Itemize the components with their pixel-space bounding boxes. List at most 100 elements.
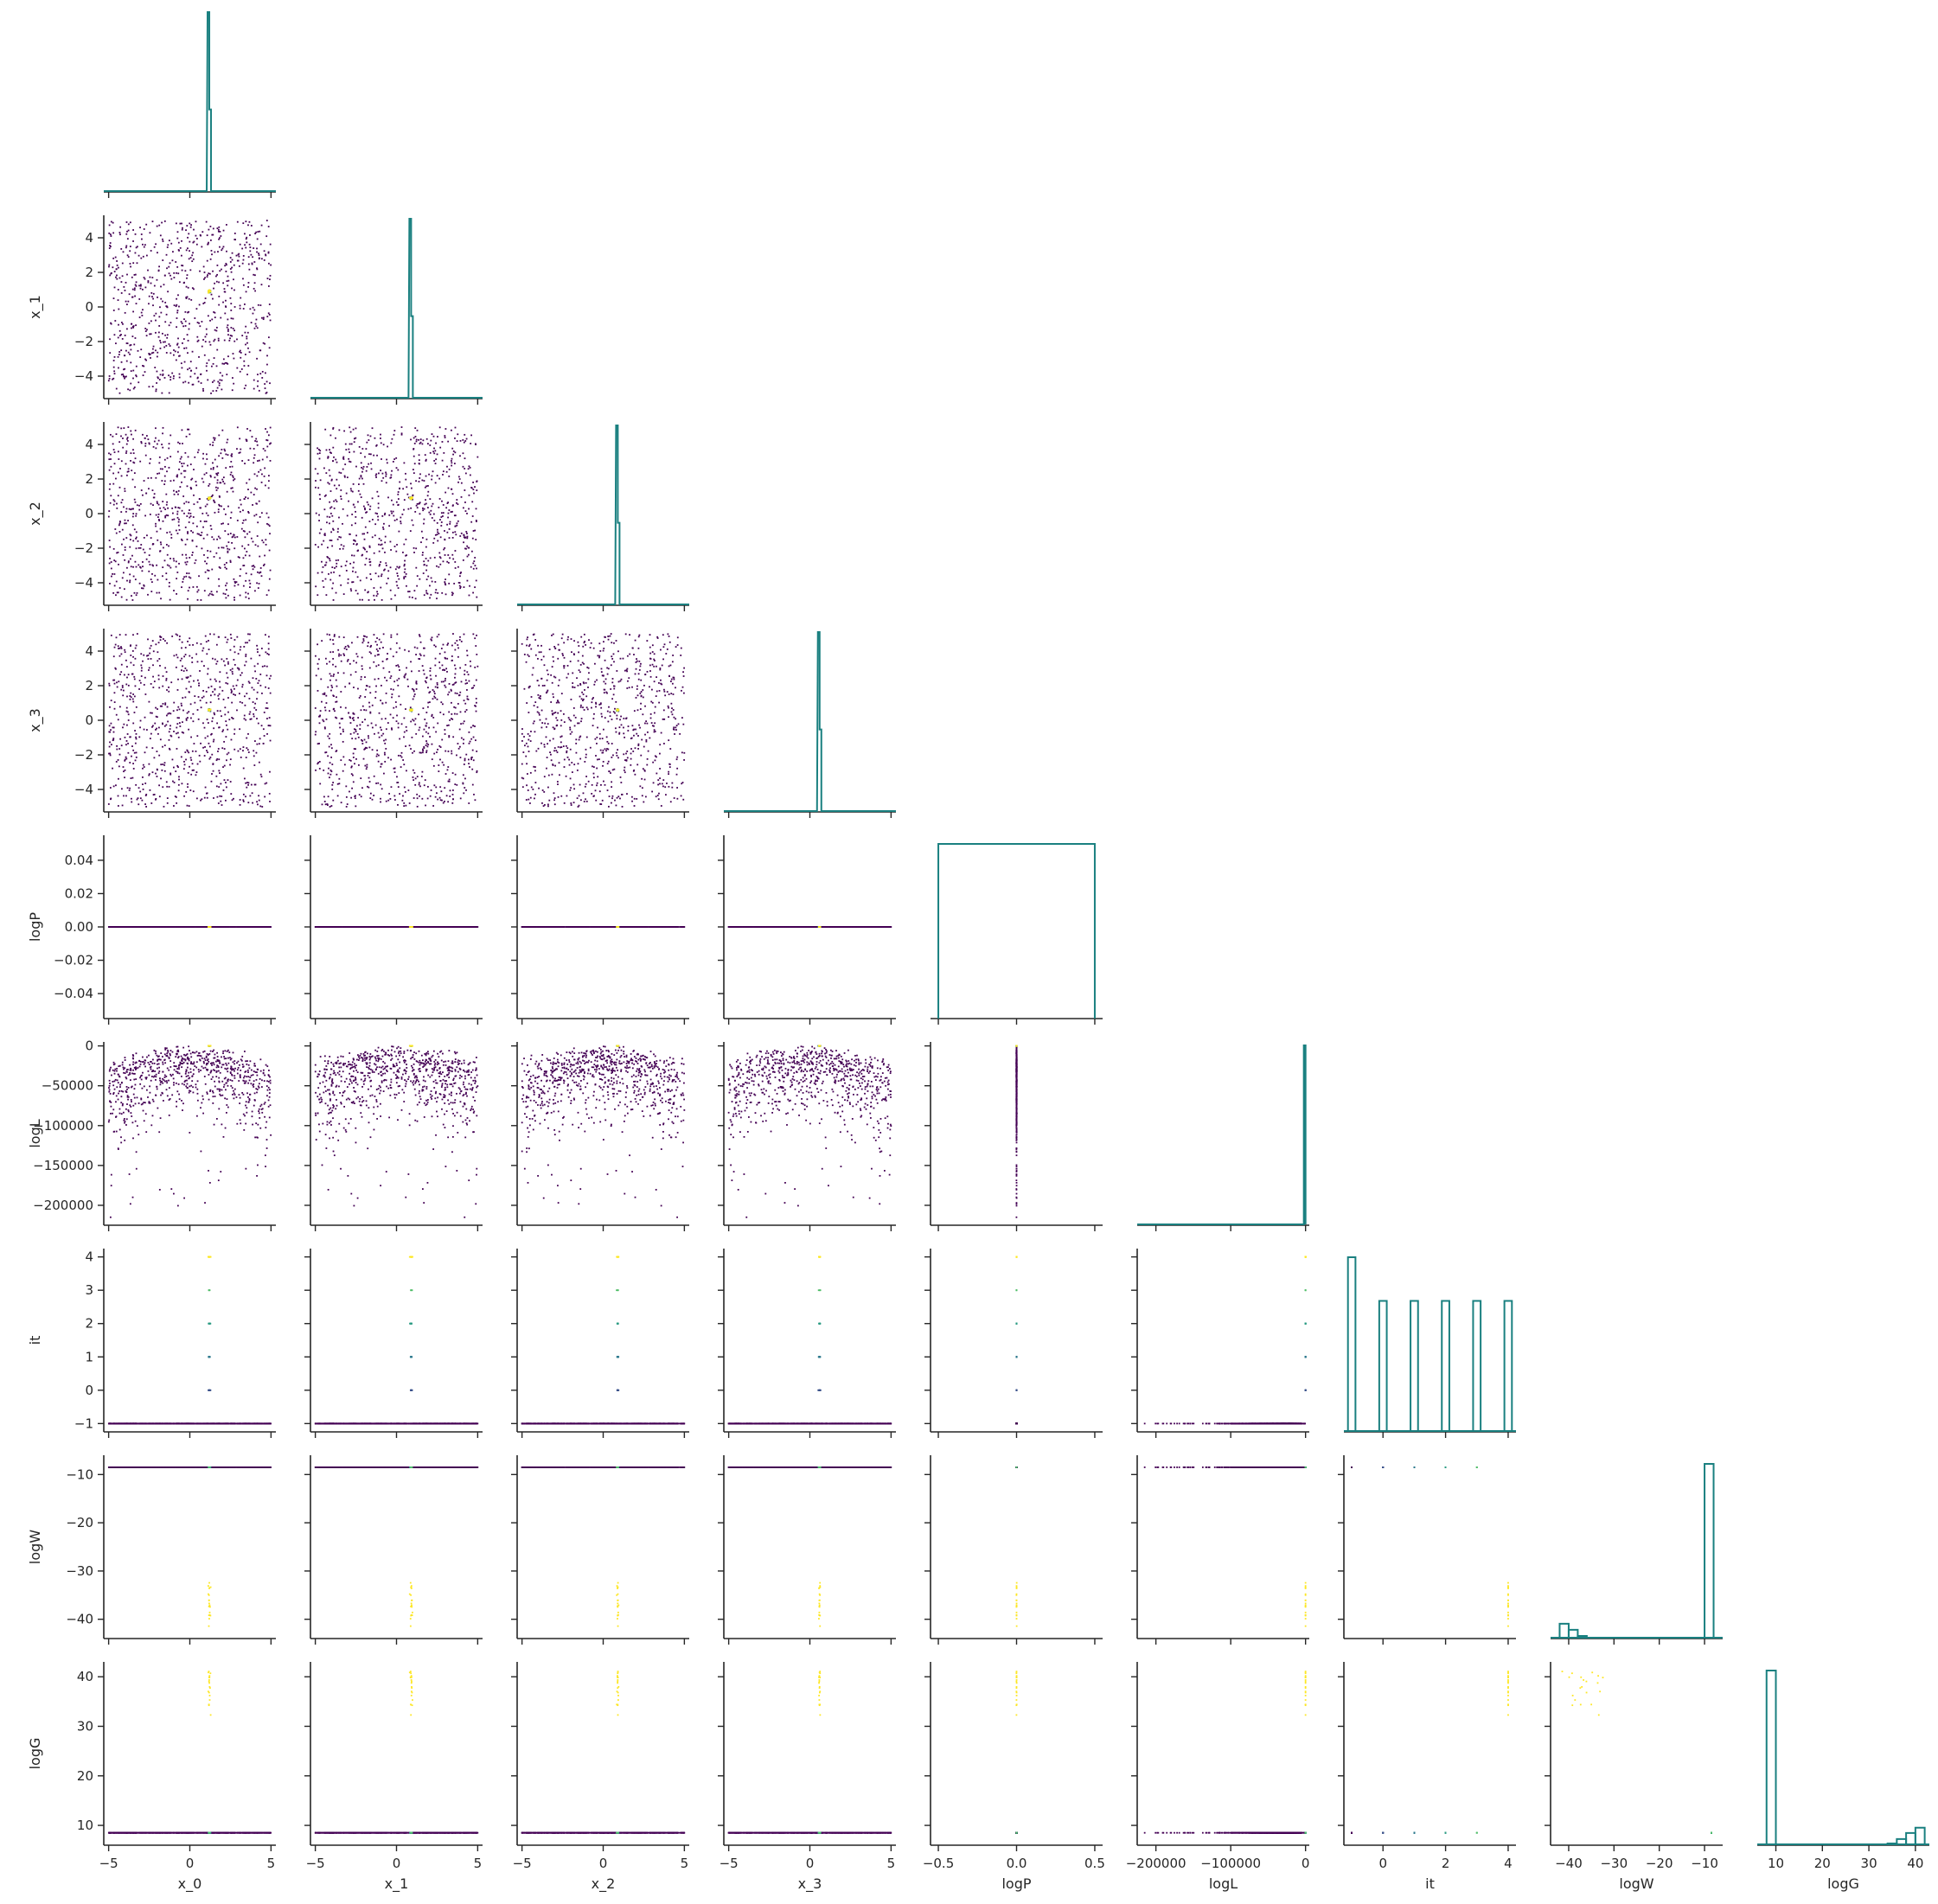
scatter-point xyxy=(615,731,617,733)
scatter-point xyxy=(344,686,347,688)
scatter-point xyxy=(229,533,232,534)
scatter-point xyxy=(210,780,213,783)
scatter-point xyxy=(123,723,125,725)
scatter-point xyxy=(148,303,150,305)
scatter-point xyxy=(165,344,168,347)
scatter-point xyxy=(416,805,419,808)
scatter-point xyxy=(531,674,534,676)
scatter-point xyxy=(444,733,446,735)
scatter-point xyxy=(246,241,248,244)
scatter-point xyxy=(163,507,165,509)
scatter-point xyxy=(403,802,406,804)
scatter-point xyxy=(175,359,177,361)
scatter-point xyxy=(471,783,474,786)
scatter-point xyxy=(132,513,135,514)
scatter-point xyxy=(238,556,240,559)
scatter-point xyxy=(368,463,370,465)
scatter-point xyxy=(130,344,132,346)
scatter-point xyxy=(395,467,398,470)
scatter-point xyxy=(212,594,214,597)
scatter-point xyxy=(583,633,585,636)
scatter-point xyxy=(148,554,150,557)
scatter-point xyxy=(157,513,160,515)
scatter-point xyxy=(181,269,183,272)
scatter-point xyxy=(233,598,235,601)
scatter-point xyxy=(122,726,124,729)
scatter-point xyxy=(157,472,158,475)
scatter-point xyxy=(181,222,182,225)
scatter-point xyxy=(611,786,613,789)
scatter-point xyxy=(139,681,142,684)
scatter-point xyxy=(154,722,157,725)
scatter-point xyxy=(230,692,233,694)
scatter-point xyxy=(143,585,145,587)
scatter-point xyxy=(252,677,254,680)
scatter-point xyxy=(543,803,546,806)
scatter-point xyxy=(369,564,372,566)
scatter-point xyxy=(110,220,112,223)
scatter-point xyxy=(353,732,355,734)
scatter-point xyxy=(465,531,468,533)
scatter-point xyxy=(158,224,161,227)
scatter-point xyxy=(241,335,244,337)
scatter-point xyxy=(609,635,611,637)
scatter-point xyxy=(265,512,268,514)
scatter-point xyxy=(578,804,580,807)
scatter-point xyxy=(425,740,427,742)
scatter-point xyxy=(394,568,397,571)
scatter-point xyxy=(159,342,162,344)
scatter-point xyxy=(475,508,477,510)
scatter-point xyxy=(209,258,212,260)
scatter-point xyxy=(418,783,420,786)
scatter-point xyxy=(580,636,583,638)
scatter-point xyxy=(534,654,537,656)
scatter-point xyxy=(238,693,240,695)
scatter-point xyxy=(378,543,380,546)
scatter-point xyxy=(645,738,648,741)
scatter-point xyxy=(131,335,134,337)
scatter-point xyxy=(144,803,146,805)
scatter-point xyxy=(611,797,613,800)
scatter-point xyxy=(617,650,619,653)
scatter-point xyxy=(626,670,628,673)
scatter-point xyxy=(213,727,215,730)
scatter-point xyxy=(224,450,227,452)
scatter-point xyxy=(189,655,191,657)
scatter-point xyxy=(326,804,329,806)
scatter-point xyxy=(172,710,175,712)
scatter-point xyxy=(253,462,255,464)
scatter-point xyxy=(643,769,646,771)
scatter-point xyxy=(405,478,407,481)
panel-x_2-vs-x_2 xyxy=(517,425,689,611)
scatter-point xyxy=(179,725,182,727)
scatter-point xyxy=(661,683,663,686)
scatter-point xyxy=(152,650,155,653)
scatter-point xyxy=(317,643,319,646)
scatter-point xyxy=(160,764,163,766)
scatter-point xyxy=(632,729,635,732)
scatter-point xyxy=(156,370,158,373)
scatter-point xyxy=(246,236,248,239)
scatter-point xyxy=(403,731,406,733)
scatter-point xyxy=(157,377,159,380)
scatter-point xyxy=(631,800,633,802)
scatter-point xyxy=(164,341,166,343)
scatter-point xyxy=(186,296,189,298)
scatter-point xyxy=(210,495,213,498)
scatter-point xyxy=(212,770,214,772)
scatter-point xyxy=(663,688,665,691)
scatter-point xyxy=(209,226,212,227)
scatter-point xyxy=(165,781,168,783)
scatter-point xyxy=(120,596,123,598)
scatter-point xyxy=(212,466,214,469)
scatter-point xyxy=(155,437,157,439)
scatter-point xyxy=(265,380,268,383)
scatter-point xyxy=(109,546,112,548)
scatter-point xyxy=(182,670,185,672)
scatter-point xyxy=(529,796,532,799)
scatter-point xyxy=(380,763,382,765)
scatter-point xyxy=(563,766,566,768)
scatter-point xyxy=(130,534,132,537)
scatter-point xyxy=(408,496,411,499)
scatter-point xyxy=(221,362,224,365)
